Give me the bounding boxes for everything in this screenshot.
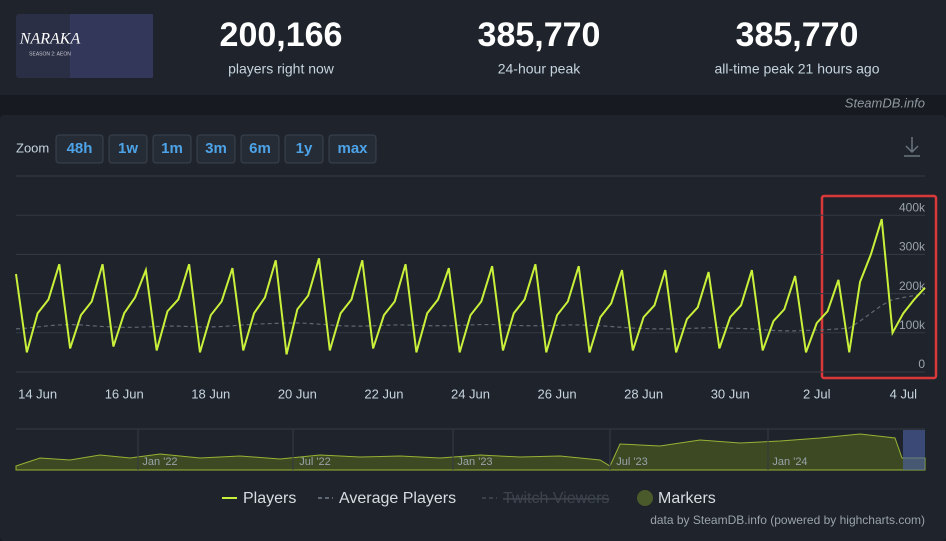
- zoom-button-label[interactable]: max: [337, 140, 368, 157]
- x-tick-label: 30 Jun: [711, 386, 750, 401]
- logo-art: [70, 14, 153, 78]
- zoom-button-label[interactable]: 48h: [67, 140, 93, 157]
- stats-panel: [0, 0, 946, 95]
- download-icon[interactable]: [904, 137, 920, 157]
- navigator-label: Jul '23: [616, 456, 647, 468]
- x-tick-label: 14 Jun: [18, 386, 57, 401]
- navigator-label: Jan '23: [457, 456, 492, 468]
- players-line: [15, 218, 926, 355]
- x-tick-label: 26 Jun: [538, 386, 577, 401]
- stat-label: 24-hour peak: [498, 61, 582, 77]
- x-tick-label: 20 Jun: [278, 386, 317, 401]
- zoom-button[interactable]: [240, 134, 280, 164]
- zoom-button[interactable]: [152, 134, 192, 164]
- stat-value: 385,770: [736, 16, 859, 54]
- stat-value: 200,166: [220, 16, 343, 54]
- navigator-label: Jan '24: [772, 456, 807, 468]
- x-tick-label: 18 Jun: [191, 386, 230, 401]
- y-tick-label: 400k: [899, 200, 926, 214]
- chart-panel: [0, 115, 946, 541]
- legend-symbol: [637, 490, 653, 506]
- x-tick-label: 22 Jun: [364, 386, 403, 401]
- x-tick-label: 16 Jun: [105, 386, 144, 401]
- zoom-button[interactable]: [55, 134, 104, 164]
- y-tick-label: 300k: [899, 240, 926, 254]
- x-tick-label: 4 Jul: [890, 386, 918, 401]
- y-tick-label: 100k: [899, 318, 926, 332]
- stat-value: 385,770: [478, 16, 601, 54]
- credits: data by SteamDB.info (powered by highcha…: [650, 513, 925, 527]
- average-line: [15, 293, 926, 332]
- zoom-button-label[interactable]: 1m: [161, 140, 183, 157]
- x-tick-label: 2 Jul: [803, 386, 831, 401]
- zoom-button[interactable]: [328, 134, 377, 164]
- highlight-box: [820, 194, 938, 380]
- zoom-button-label[interactable]: 3m: [205, 140, 227, 157]
- zoom-button[interactable]: [284, 134, 324, 164]
- legend-item[interactable]: Markers: [658, 490, 716, 507]
- legend-item[interactable]: Players: [243, 490, 296, 507]
- zoom-button-label[interactable]: 6m: [249, 140, 271, 157]
- legend-item[interactable]: Average Players: [339, 490, 456, 507]
- stat-label: all-time peak 21 hours ago: [715, 61, 880, 77]
- x-tick-label: 28 Jun: [624, 386, 663, 401]
- zoom-label: Zoom: [16, 140, 49, 155]
- navigator-selection[interactable]: [903, 430, 925, 470]
- navigator-label: Jul '22: [299, 456, 330, 468]
- logo-text: NARAKA: [19, 31, 81, 48]
- navigator-label: Jan '22: [142, 456, 177, 468]
- zoom-button-label[interactable]: 1y: [296, 140, 313, 157]
- y-tick-label: 0: [918, 357, 925, 371]
- x-tick-label: 24 Jun: [451, 386, 490, 401]
- y-tick-label: 200k: [899, 279, 926, 293]
- logo-subtext: SEASON 2: AEON: [29, 51, 71, 57]
- stat-label: players right now: [228, 61, 335, 77]
- zoom-button-label[interactable]: 1w: [118, 140, 138, 157]
- navigator-series: [15, 433, 926, 471]
- zoom-button[interactable]: [196, 134, 236, 164]
- watermark: SteamDB.info: [845, 95, 925, 110]
- zoom-button[interactable]: [108, 134, 148, 164]
- legend-item[interactable]: Twitch Viewers: [503, 490, 609, 507]
